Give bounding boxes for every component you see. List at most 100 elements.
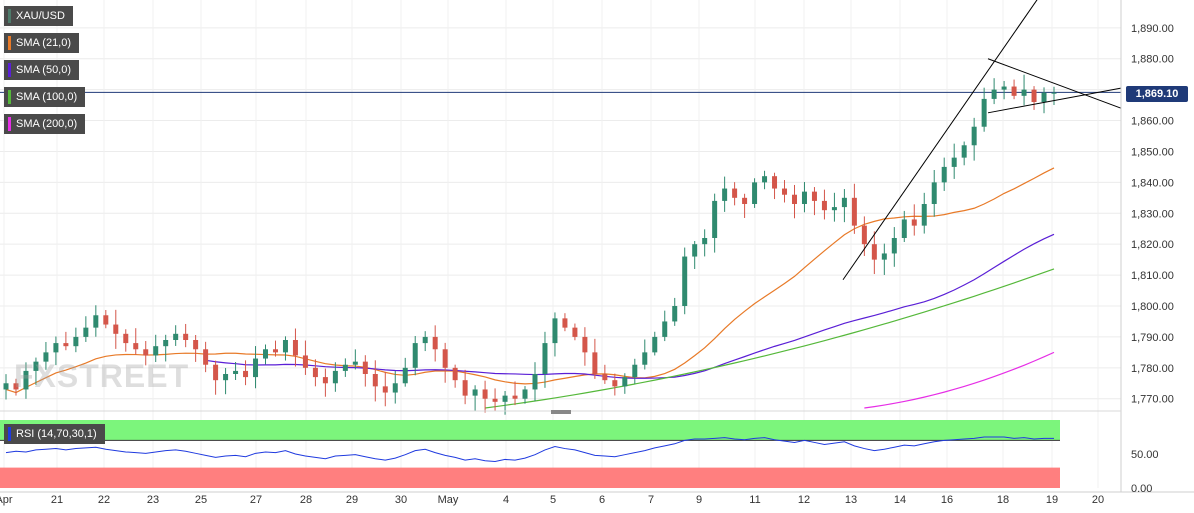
candle-body (891, 238, 897, 254)
grid (0, 0, 1121, 488)
candle-body (472, 389, 478, 396)
candle-body (712, 200, 718, 238)
y-tick-label: 1,770.00 (1131, 394, 1174, 406)
candle-body (622, 377, 628, 387)
candle-body (841, 197, 847, 208)
candle-body (1031, 89, 1037, 102)
legend-sma-200[interactable]: SMA (200,0) (4, 114, 86, 134)
candle-body (462, 380, 468, 396)
candle-body (941, 166, 947, 183)
candle-body (63, 343, 69, 347)
rsi-oversold-zone (0, 467, 1060, 488)
candle-body (971, 126, 977, 146)
y-tick-label: 1,860.00 (1131, 116, 1174, 128)
triangle-lower-line (987, 87, 1122, 114)
candle-body (143, 349, 149, 356)
candle-body (512, 395, 518, 399)
x-tick-label: 27 (250, 494, 262, 506)
x-tick-label: 6 (599, 494, 605, 506)
candle-body (692, 244, 698, 257)
y-tick-label: 1,840.00 (1131, 177, 1174, 189)
candle-body (911, 219, 917, 226)
candle-body (23, 370, 29, 390)
legend-label: SMA (100,0) (16, 91, 78, 103)
legend-swatch (8, 63, 11, 77)
legend-swatch (8, 427, 11, 441)
x-tick-label: 22 (98, 494, 110, 506)
x-tick-label: 25 (195, 494, 207, 506)
candle-body (13, 383, 19, 390)
legend-symbol[interactable]: XAU/USD (4, 6, 73, 26)
trendlines (842, 0, 1122, 281)
candle-body (352, 361, 358, 365)
x-tick-label: 12 (798, 494, 810, 506)
candle-body (342, 364, 348, 371)
x-tick-label: May (438, 494, 459, 506)
candle-body (811, 191, 817, 201)
candle-body (951, 157, 957, 167)
candle-body (532, 374, 538, 390)
y-tick-label: 1,830.00 (1131, 208, 1174, 220)
candle-body (33, 361, 39, 371)
candle-body (163, 340, 169, 347)
candle-body (612, 380, 618, 387)
candle-body (901, 219, 907, 238)
candle-body (302, 355, 308, 368)
candle-body (272, 349, 278, 353)
candle-body (732, 188, 738, 198)
y-tick-label: 1,780.00 (1131, 363, 1174, 375)
candle-body (153, 346, 159, 356)
candle-body (682, 256, 688, 306)
candle-body (332, 370, 338, 384)
x-tick-label: 7 (648, 494, 654, 506)
legend-sma-50[interactable]: SMA (50,0) (4, 60, 80, 80)
candle-body (552, 318, 558, 344)
legend-sma-100[interactable]: SMA (100,0) (4, 87, 86, 107)
legend-swatch (8, 36, 11, 50)
y-tick-label: 1,810.00 (1131, 270, 1174, 282)
candle-body (223, 374, 229, 381)
x-tick-label: 9 (696, 494, 702, 506)
candle-body (772, 176, 778, 189)
candle-body (53, 343, 59, 353)
x-tick-label: 5 (550, 494, 556, 506)
candle-body (193, 340, 199, 350)
candle-body (362, 361, 368, 374)
candle-body (702, 238, 708, 245)
candle-body (851, 197, 857, 226)
x-tick-label: 28 (300, 494, 312, 506)
candle-body (742, 197, 748, 204)
sma-21-line (5, 167, 1055, 394)
x-tick-label: 23 (147, 494, 159, 506)
candle-body (442, 349, 448, 368)
legend-swatch (8, 90, 11, 104)
watermark: FXSTREET (14, 358, 190, 394)
legend-rsi[interactable]: RSI (14,70,30,1) (4, 424, 105, 444)
candle-body (831, 207, 837, 211)
candle-body (931, 182, 937, 204)
candle-body (292, 340, 298, 356)
legend-label: SMA (50,0) (16, 64, 72, 76)
candle-body (173, 333, 179, 340)
candle-body (582, 336, 588, 353)
candle-body (492, 398, 498, 402)
candle-body (203, 349, 209, 365)
candle-body (1011, 86, 1017, 96)
rsi-label: RSI (14,70,30,1) (16, 428, 97, 440)
y-tick-label: 1,850.00 (1131, 146, 1174, 158)
candle-body (402, 367, 408, 384)
uptrend-line (842, 0, 1038, 281)
candle-body (73, 336, 79, 347)
candle-body (921, 204, 927, 226)
rsi-overbought-zone (0, 420, 1060, 441)
candle-body (382, 386, 388, 393)
candle-body (981, 98, 987, 127)
x-tick-label: Apr (0, 494, 13, 506)
legend-sma-21[interactable]: SMA (21,0) (4, 33, 80, 53)
candles (3, 74, 1057, 415)
candle-body (801, 191, 807, 204)
y-tick-label: 1,880.00 (1131, 54, 1174, 66)
y-tick-label: 1,790.00 (1131, 332, 1174, 344)
candle-body (961, 145, 967, 158)
